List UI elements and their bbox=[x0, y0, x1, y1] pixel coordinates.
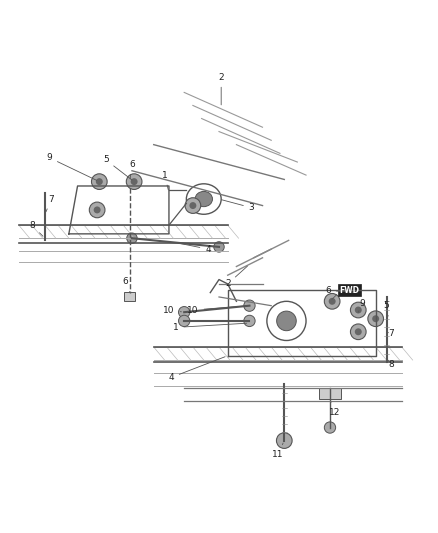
Circle shape bbox=[328, 298, 336, 305]
Text: 4: 4 bbox=[178, 243, 211, 254]
Circle shape bbox=[324, 294, 340, 309]
Circle shape bbox=[179, 315, 190, 327]
Text: 10: 10 bbox=[163, 305, 181, 314]
Text: 9: 9 bbox=[46, 153, 97, 181]
Circle shape bbox=[214, 241, 224, 252]
Circle shape bbox=[355, 306, 362, 313]
Circle shape bbox=[355, 328, 362, 335]
Text: 11: 11 bbox=[272, 443, 283, 459]
Text: 1: 1 bbox=[162, 171, 168, 190]
Text: 1: 1 bbox=[173, 323, 247, 332]
Text: 2: 2 bbox=[219, 72, 224, 105]
Circle shape bbox=[276, 433, 292, 448]
Text: 7: 7 bbox=[46, 195, 54, 212]
Circle shape bbox=[94, 206, 101, 213]
Text: 9: 9 bbox=[358, 299, 365, 312]
Circle shape bbox=[372, 315, 379, 322]
Text: 6: 6 bbox=[325, 286, 356, 295]
Circle shape bbox=[324, 422, 336, 433]
Text: 5: 5 bbox=[384, 301, 389, 316]
Text: 3: 3 bbox=[222, 200, 254, 212]
Circle shape bbox=[185, 198, 201, 213]
Circle shape bbox=[127, 233, 137, 244]
Text: 7: 7 bbox=[387, 329, 394, 338]
Circle shape bbox=[244, 315, 255, 327]
Text: 10: 10 bbox=[187, 305, 247, 314]
Circle shape bbox=[89, 202, 105, 218]
Circle shape bbox=[126, 174, 142, 189]
Circle shape bbox=[179, 306, 190, 318]
Bar bbox=[124, 292, 135, 301]
Text: FWD: FWD bbox=[339, 286, 360, 295]
Circle shape bbox=[131, 178, 138, 185]
Circle shape bbox=[92, 174, 107, 189]
Circle shape bbox=[96, 178, 103, 185]
Ellipse shape bbox=[195, 191, 212, 207]
Circle shape bbox=[350, 302, 366, 318]
Ellipse shape bbox=[277, 311, 296, 330]
Circle shape bbox=[189, 202, 196, 209]
FancyBboxPatch shape bbox=[338, 284, 361, 296]
Text: 6: 6 bbox=[123, 277, 130, 293]
Text: 2: 2 bbox=[225, 266, 247, 288]
Text: 12: 12 bbox=[328, 402, 340, 417]
Text: 5: 5 bbox=[103, 156, 132, 180]
Bar bbox=[319, 389, 341, 399]
Text: 8: 8 bbox=[388, 360, 394, 369]
Circle shape bbox=[368, 311, 384, 327]
Text: 8: 8 bbox=[29, 221, 43, 236]
Circle shape bbox=[244, 300, 255, 311]
Text: 6: 6 bbox=[129, 160, 135, 179]
Text: 4: 4 bbox=[168, 357, 225, 382]
Circle shape bbox=[350, 324, 366, 340]
